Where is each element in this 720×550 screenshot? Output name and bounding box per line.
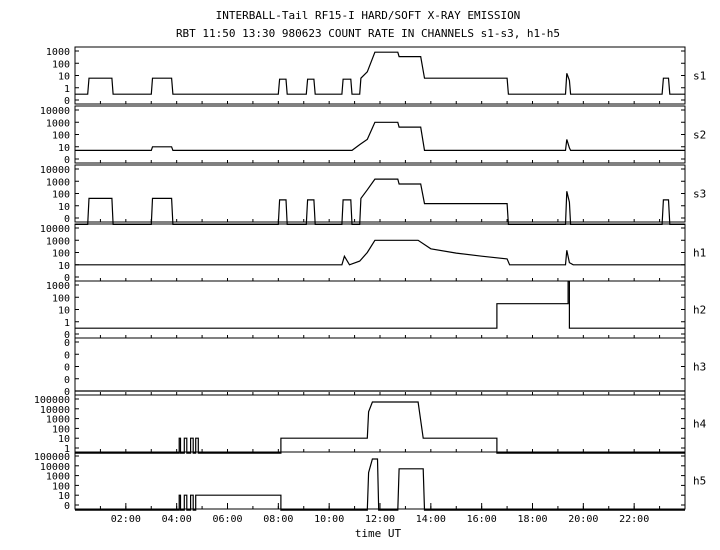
y-tick-label: 0 — [64, 387, 70, 398]
x-tick-label: 06:00 — [212, 514, 242, 525]
series-line-s3 — [75, 178, 685, 225]
channel-label-s2: s2 — [693, 129, 706, 142]
y-tick-label: 100 — [52, 249, 70, 260]
y-tick-label: 1 — [64, 444, 70, 455]
panel-frame — [74, 164, 686, 223]
channel-label-h5: h5 — [693, 475, 706, 488]
y-tick-label: 100 — [52, 131, 70, 142]
y-tick-label: 0 — [64, 338, 70, 349]
y-tick-label: 10 — [58, 202, 70, 213]
series-line-h1 — [75, 239, 685, 266]
channel-label-h4: h4 — [693, 418, 707, 431]
panel-frame — [74, 394, 686, 453]
panel-frame — [74, 280, 686, 339]
x-tick-label: 12:00 — [365, 514, 395, 525]
y-tick-label: 100 — [52, 190, 70, 201]
panel-frame — [74, 46, 686, 105]
y-tick-label: 0 — [64, 501, 70, 512]
channel-label-h2: h2 — [693, 304, 706, 317]
y-tick-label: 10 — [58, 434, 70, 445]
y-tick-label: 1 — [64, 318, 70, 329]
series-line-s2 — [75, 121, 685, 151]
y-tick-label: 1000 — [46, 47, 70, 58]
y-tick-label: 0 — [64, 273, 70, 284]
y-tick-label: 100 — [52, 424, 70, 435]
x-tick-label: 18:00 — [517, 514, 547, 525]
y-tick-label: 10 — [58, 306, 70, 317]
y-tick-label: 100000 — [34, 395, 70, 406]
y-tick-label: 10000 — [40, 106, 70, 117]
y-tick-label: 10 — [58, 143, 70, 154]
x-tick-label: 22:00 — [619, 514, 649, 525]
chart-title: INTERBALL-Tail RF15-I HARD/SOFT X-RAY EM… — [216, 9, 521, 22]
series-line-h5 — [75, 458, 685, 511]
y-tick-label: 0 — [64, 375, 70, 386]
y-tick-label: 100 — [52, 59, 70, 70]
x-axis-ticks: 02:00 04:00 06:00 08:00 10:00 12:00 14:00 16:00… — [111, 503, 649, 525]
y-tick-label: 0 — [64, 330, 70, 341]
panel-frame — [74, 105, 686, 164]
series-line-h2 — [75, 280, 685, 329]
y-tick-label: 0 — [64, 350, 70, 361]
y-tick-label: 0 — [64, 96, 70, 107]
panel-frame — [74, 337, 686, 396]
chart-subtitle: RBT 11:50 13:30 980623 COUNT RATE IN CHA… — [176, 27, 560, 40]
x-tick-label: 14:00 — [416, 514, 446, 525]
y-tick-label: 1000 — [46, 177, 70, 188]
channel-label-s1: s1 — [693, 70, 706, 83]
y-tick-label: 1000 — [46, 281, 70, 292]
x-tick-label: 04:00 — [162, 514, 192, 525]
channel-label-h3: h3 — [693, 361, 706, 374]
panel-frame — [74, 223, 686, 282]
y-tick-label: 10 — [58, 72, 70, 83]
panel-frame — [74, 451, 686, 510]
panels-group: 10001001010s1100001000100100s21000010001… — [34, 46, 707, 512]
x-tick-label: 16:00 — [467, 514, 497, 525]
y-tick-label: 10 — [58, 491, 70, 502]
channel-label-s3: s3 — [693, 188, 706, 201]
y-tick-label: 0 — [64, 214, 70, 225]
x-tick-label: 10:00 — [314, 514, 344, 525]
x-tick-label: 02:00 — [111, 514, 141, 525]
y-tick-label: 100 — [52, 481, 70, 492]
channel-label-h1: h1 — [693, 247, 706, 260]
y-tick-label: 100000 — [34, 452, 70, 463]
series-line-s1 — [75, 51, 685, 95]
y-tick-label: 1000 — [46, 236, 70, 247]
y-tick-label: 10000 — [40, 165, 70, 176]
y-tick-label: 10 — [58, 261, 70, 272]
y-tick-label: 1000 — [46, 118, 70, 129]
y-tick-label: 0 — [64, 155, 70, 166]
y-tick-label: 100 — [52, 293, 70, 304]
y-tick-label: 10000 — [40, 462, 70, 473]
y-tick-label: 1000 — [46, 415, 70, 426]
series-line-h4 — [75, 401, 685, 454]
y-tick-label: 10000 — [40, 224, 70, 235]
x-tick-label: 20:00 — [568, 514, 598, 525]
y-tick-label: 0 — [64, 363, 70, 374]
y-tick-label: 1000 — [46, 472, 70, 483]
x-tick-label: 08:00 — [263, 514, 293, 525]
y-tick-label: 1 — [64, 84, 70, 95]
x-axis-label: time UT — [355, 527, 402, 540]
y-tick-label: 10000 — [40, 405, 70, 416]
